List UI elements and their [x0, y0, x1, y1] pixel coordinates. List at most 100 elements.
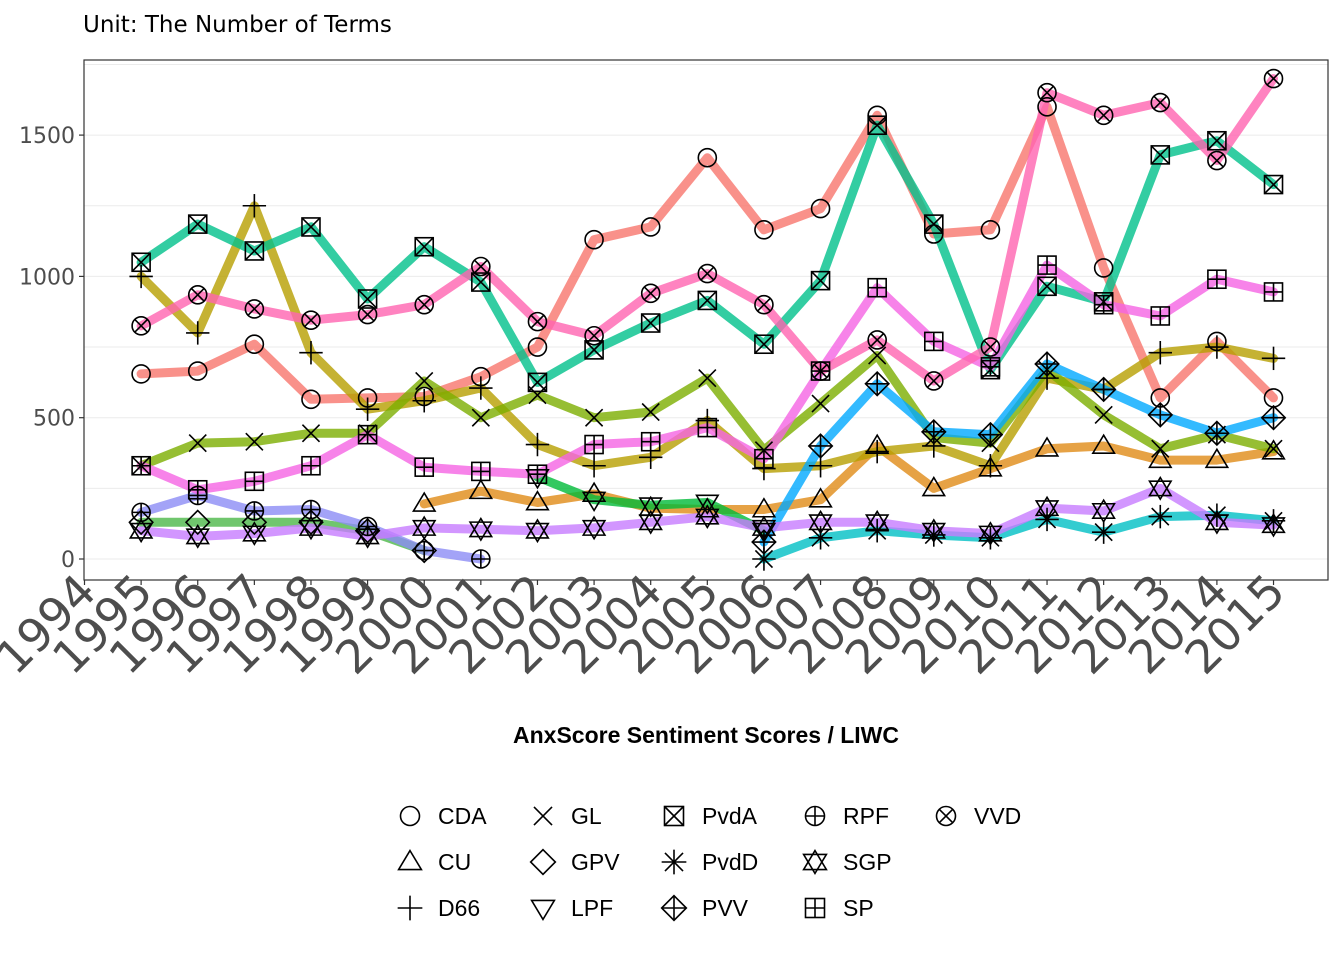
y-tick-label: 0	[61, 548, 75, 573]
legend-key-d66	[397, 895, 423, 921]
legend-key-rpf	[804, 805, 826, 827]
data-point-sgp	[1204, 509, 1230, 535]
data-point-sp	[980, 357, 1001, 377]
data-point-pvda	[131, 252, 151, 273]
data-point-sgp	[751, 515, 777, 541]
data-point-sgp	[695, 504, 720, 529]
legend-label: GL	[571, 803, 602, 829]
data-point-gl	[698, 369, 717, 388]
legend-item-sgp: SGP	[802, 849, 892, 875]
data-point-vvd	[754, 294, 774, 315]
data-point-lpf	[581, 491, 607, 513]
data-point-vvd	[131, 316, 151, 336]
legend-item-pvda: PvdA	[663, 803, 758, 829]
data-point-lpf	[638, 497, 663, 518]
legend-key-lpf	[530, 899, 556, 921]
data-point-pvda	[187, 214, 208, 234]
data-point-cda	[810, 198, 831, 219]
data-point-vvd	[357, 304, 378, 325]
series-line-cda	[136, 102, 1278, 404]
data-point-d66	[355, 397, 380, 421]
data-point-pvda	[584, 340, 604, 360]
data-point-cu	[412, 491, 437, 512]
data-point-sp	[1207, 269, 1227, 290]
data-point-sgp	[468, 516, 494, 542]
legend-label: PVV	[702, 895, 749, 921]
data-point-gl	[188, 434, 207, 453]
data-point-pvda	[867, 115, 887, 136]
data-point-sp	[1150, 306, 1171, 326]
data-point-gl	[245, 432, 264, 451]
data-point-gl	[1094, 405, 1113, 424]
legend-key-pvdd	[661, 849, 687, 875]
data-point-d66	[299, 341, 323, 365]
data-point-vvd	[1263, 68, 1284, 89]
data-point-gl	[1151, 439, 1170, 458]
data-point-pvv	[807, 433, 834, 459]
data-point-pvda	[1207, 130, 1227, 151]
data-point-cu	[695, 497, 720, 518]
data-point-pvdd	[1091, 520, 1116, 544]
data-point-pvda	[357, 289, 378, 309]
data-point-cda	[187, 361, 208, 381]
data-point-sp	[1263, 282, 1284, 302]
series-markers	[128, 68, 1287, 571]
data-point-d66	[129, 264, 153, 289]
data-point-pvv	[977, 421, 1004, 448]
data-point-gl	[1264, 439, 1283, 458]
data-point-vvd	[527, 311, 548, 332]
data-point-cda	[301, 389, 321, 410]
data-point-lpf	[751, 522, 777, 544]
legend-key-sgp	[802, 849, 828, 875]
data-point-sgp	[185, 524, 210, 549]
legend-label: PvdA	[702, 803, 758, 829]
legend-item-pvdd: PvdD	[661, 849, 758, 875]
data-point-pvda	[754, 334, 774, 355]
data-point-vvd	[414, 294, 435, 315]
data-point-vvd	[867, 330, 887, 350]
legend-label: SP	[843, 895, 874, 921]
data-point-pvda	[527, 372, 548, 393]
series-lines	[136, 74, 1278, 564]
legend-label: RPF	[843, 803, 889, 829]
legend: CDA CU D66 GL GPV LPF PvdA PvdD PVV RPF SGP SP VVD	[397, 803, 1021, 922]
y-axis: 0 500 1000 1500	[19, 124, 84, 573]
data-point-vvd	[923, 371, 944, 391]
data-point-sp	[301, 455, 321, 476]
legend-key-cda	[399, 805, 421, 827]
legend-item-d66: D66	[397, 895, 480, 921]
legend-key-pvda	[663, 805, 685, 827]
series-line-pvdd	[759, 510, 1278, 564]
x-axis-label: AnxScore Sentiment Scores / LIWC	[513, 722, 899, 748]
data-point-sgp	[355, 524, 380, 549]
data-point-d66	[978, 454, 1003, 478]
data-point-sgp	[1091, 498, 1116, 524]
data-point-vvd	[187, 284, 208, 305]
plot-border	[83, 59, 1329, 581]
data-point-vvd	[1093, 105, 1114, 126]
data-point-pvda	[1037, 276, 1057, 297]
data-point-sgp	[525, 518, 550, 544]
legend-label: VVD	[974, 803, 1021, 829]
data-point-gpv	[298, 509, 324, 536]
data-point-vvd	[980, 337, 1001, 357]
data-point-sp	[471, 461, 491, 482]
data-point-pvda	[697, 290, 718, 311]
data-point-vvd	[584, 325, 604, 346]
data-point-sgp	[298, 515, 324, 541]
data-point-pvv	[1260, 404, 1287, 431]
data-point-gl	[641, 402, 660, 422]
data-point-sgp	[638, 509, 663, 535]
y-tick-label: 1500	[19, 124, 75, 149]
data-point-pvda	[471, 272, 491, 292]
data-point-sp	[187, 479, 208, 500]
data-point-vvd	[244, 299, 265, 319]
data-point-cda	[754, 219, 774, 240]
legend-item-lpf: LPF	[530, 895, 613, 921]
data-point-pvda	[414, 236, 435, 257]
data-point-gl	[811, 394, 830, 413]
data-point-cda	[1037, 97, 1057, 117]
data-point-sgp	[242, 521, 267, 546]
y-tick-label: 500	[33, 407, 75, 432]
legend-label: CDA	[438, 803, 487, 829]
